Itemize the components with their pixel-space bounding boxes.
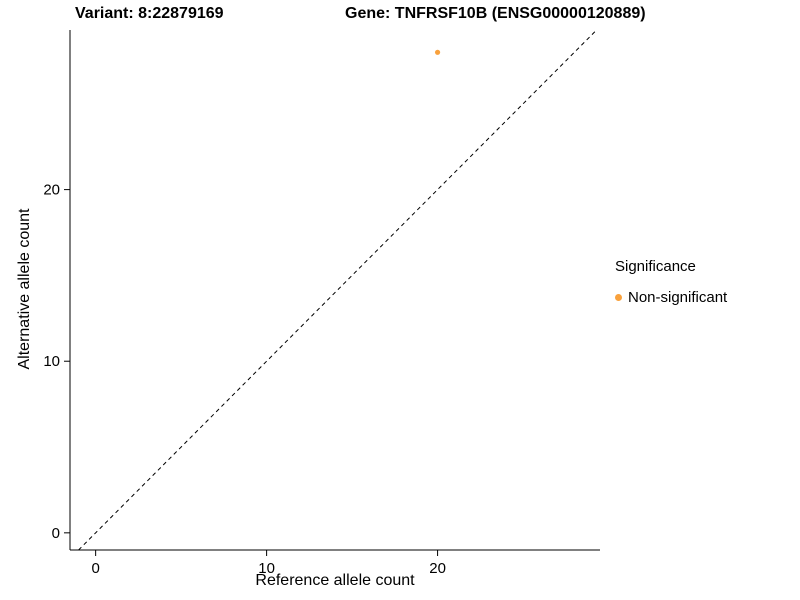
legend-entry-label: Non-significant — [628, 289, 728, 306]
x-tick-label: 0 — [91, 560, 99, 577]
legend: Significance Non-significant — [615, 258, 727, 306]
plot-title-gene: Gene: TNFRSF10B (ENSG00000120889) — [345, 5, 646, 22]
identity-dashed-line — [78, 29, 597, 551]
x-tick-label: 10 — [258, 560, 275, 577]
legend-point-icon — [615, 294, 622, 301]
legend-title: Significance — [615, 258, 696, 275]
data-point — [434, 49, 441, 55]
y-tick-label: 10 — [43, 353, 60, 370]
y-tick-label: 20 — [43, 182, 60, 199]
x-axis-label: Reference allele count — [255, 572, 415, 589]
y-tick-label: 0 — [52, 525, 60, 542]
plot-title-variant: Variant: 8:22879169 — [75, 5, 224, 22]
x-tick-label: 20 — [429, 560, 446, 577]
legend-entry: Non-significant — [615, 289, 727, 306]
y-axis-label: Alternative allele count — [16, 208, 33, 370]
